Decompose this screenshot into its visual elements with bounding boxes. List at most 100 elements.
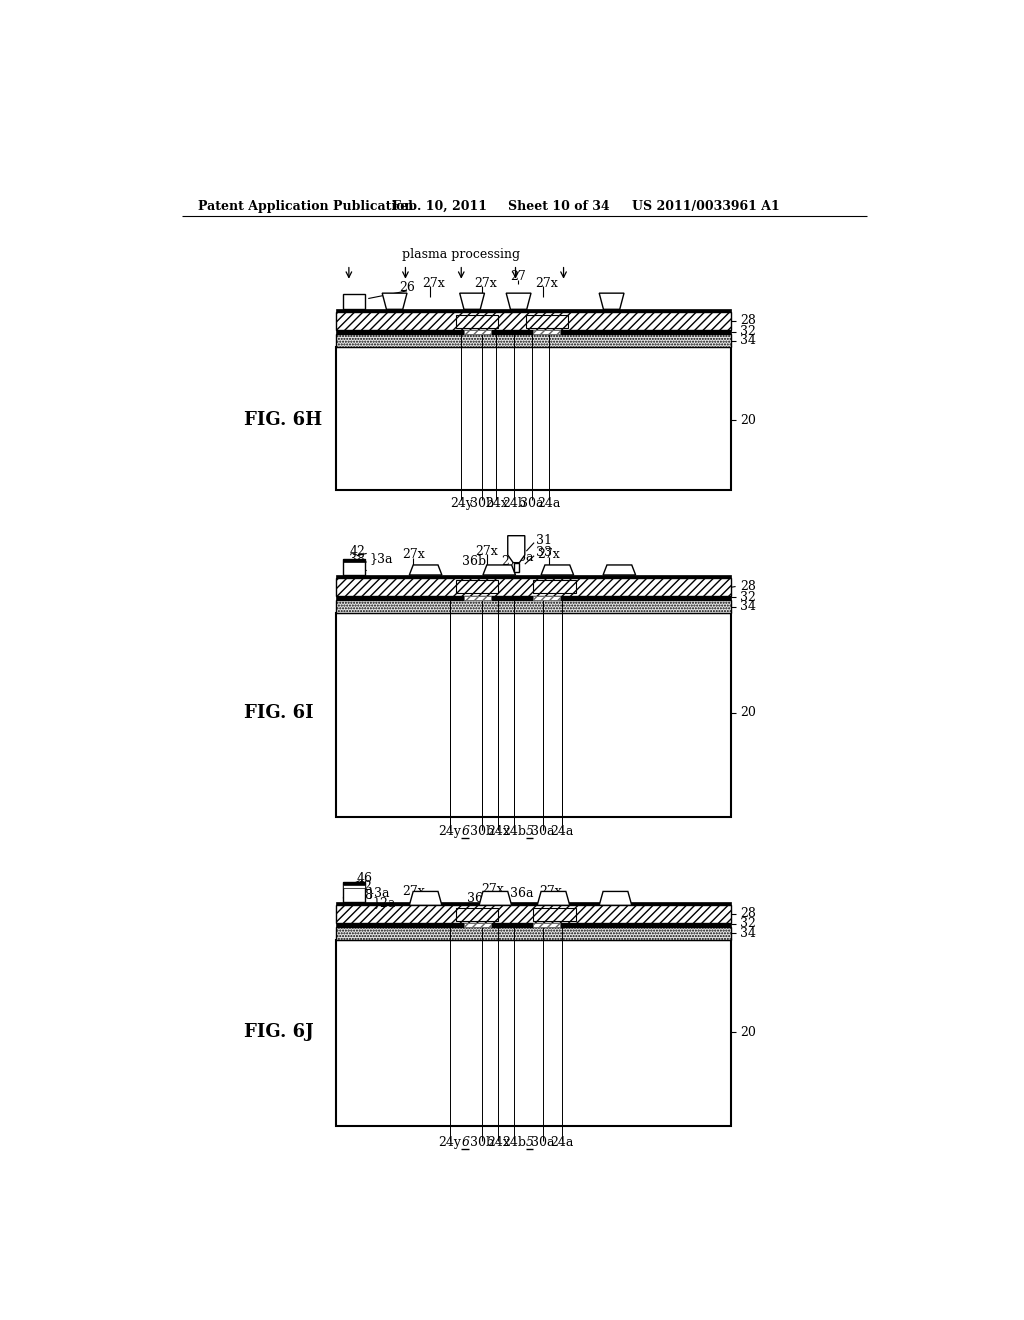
- Text: 38: 38: [349, 553, 366, 566]
- Bar: [336, 923, 731, 927]
- Text: 28: 28: [740, 314, 756, 327]
- Text: 36b: 36b: [462, 556, 485, 569]
- Bar: [336, 330, 731, 334]
- Text: 27: 27: [502, 556, 517, 569]
- Bar: [336, 578, 731, 595]
- Text: }3a: }3a: [367, 886, 390, 899]
- Text: 24a: 24a: [550, 1137, 573, 1148]
- Text: 42: 42: [349, 545, 366, 557]
- Bar: [336, 612, 731, 817]
- Text: 5: 5: [525, 825, 534, 838]
- Text: 27x: 27x: [535, 277, 558, 289]
- Bar: [456, 581, 499, 594]
- Bar: [464, 923, 490, 927]
- Polygon shape: [508, 536, 524, 562]
- Bar: [336, 906, 731, 923]
- Text: 30b: 30b: [470, 825, 495, 838]
- Polygon shape: [410, 891, 442, 906]
- Text: 46: 46: [356, 871, 373, 884]
- Text: 24y: 24y: [450, 496, 473, 510]
- Text: 27x: 27x: [475, 545, 499, 557]
- Text: 6: 6: [461, 1137, 469, 1148]
- Text: FIG. 6H: FIG. 6H: [245, 412, 323, 429]
- Text: 24x: 24x: [484, 496, 508, 510]
- Bar: [336, 313, 731, 330]
- Text: 32: 32: [740, 917, 756, 931]
- Text: 30a: 30a: [530, 1137, 554, 1148]
- Text: 34: 34: [740, 601, 757, 612]
- Bar: [534, 923, 560, 927]
- Text: 27x: 27x: [481, 883, 504, 896]
- Text: 42: 42: [356, 880, 373, 894]
- Text: 31: 31: [537, 533, 552, 546]
- Text: 27x: 27x: [423, 277, 445, 289]
- Text: 32: 32: [740, 591, 756, 603]
- Bar: [534, 581, 575, 594]
- Text: 27x: 27x: [538, 548, 560, 561]
- Text: 20: 20: [740, 1026, 756, 1039]
- Bar: [336, 940, 731, 1126]
- Text: 27x: 27x: [539, 884, 562, 898]
- Text: 24y: 24y: [438, 825, 461, 838]
- Bar: [464, 595, 490, 599]
- Polygon shape: [479, 891, 512, 906]
- Bar: [343, 294, 366, 309]
- Text: 38: 38: [356, 888, 373, 902]
- Text: 32: 32: [740, 325, 756, 338]
- Bar: [343, 886, 366, 888]
- Text: 5: 5: [525, 1137, 534, 1148]
- Text: }3a: }3a: [370, 552, 393, 565]
- Text: 36b: 36b: [467, 892, 492, 906]
- Text: 26: 26: [341, 896, 356, 909]
- Text: 26: 26: [399, 281, 415, 294]
- Bar: [336, 347, 731, 490]
- Text: 30b: 30b: [470, 1137, 495, 1148]
- Text: 24x: 24x: [487, 1137, 510, 1148]
- Bar: [336, 595, 731, 599]
- Text: 33: 33: [537, 546, 552, 560]
- Polygon shape: [506, 293, 531, 309]
- Text: 36a: 36a: [510, 550, 534, 564]
- Bar: [343, 558, 366, 562]
- Bar: [343, 882, 366, 903]
- Text: 34: 34: [740, 334, 757, 347]
- Polygon shape: [483, 565, 515, 576]
- Polygon shape: [460, 293, 484, 309]
- Bar: [464, 330, 490, 334]
- Text: Feb. 10, 2011: Feb. 10, 2011: [391, 199, 486, 213]
- Bar: [336, 576, 731, 578]
- Text: Sheet 10 of 34: Sheet 10 of 34: [508, 199, 609, 213]
- Polygon shape: [599, 891, 632, 906]
- Bar: [514, 562, 518, 572]
- Text: 30b: 30b: [470, 496, 495, 510]
- Text: 27x: 27x: [401, 548, 425, 561]
- Text: 24a: 24a: [550, 825, 573, 838]
- Bar: [456, 314, 499, 327]
- Text: 24b: 24b: [502, 1137, 526, 1148]
- Polygon shape: [382, 293, 407, 309]
- Bar: [456, 908, 499, 921]
- Text: 20: 20: [740, 706, 756, 719]
- Text: Patent Application Publication: Patent Application Publication: [198, 199, 414, 213]
- Bar: [534, 595, 560, 599]
- Bar: [534, 908, 575, 921]
- Text: 24a: 24a: [538, 496, 560, 510]
- Text: 26: 26: [349, 561, 366, 574]
- Text: 36a: 36a: [510, 887, 534, 900]
- Polygon shape: [541, 565, 573, 576]
- Text: 30a: 30a: [530, 825, 554, 838]
- Text: 20: 20: [740, 413, 756, 426]
- Text: FIG. 6J: FIG. 6J: [245, 1023, 314, 1041]
- Text: 28: 28: [740, 579, 756, 593]
- Text: 30a: 30a: [520, 496, 544, 510]
- Polygon shape: [603, 565, 636, 576]
- Text: US 2011/0033961 A1: US 2011/0033961 A1: [632, 199, 779, 213]
- Polygon shape: [538, 891, 569, 906]
- Text: 28: 28: [740, 907, 756, 920]
- Bar: [336, 334, 731, 347]
- Bar: [343, 558, 366, 576]
- Bar: [343, 882, 366, 886]
- Text: 27x: 27x: [474, 277, 498, 289]
- Text: 24x: 24x: [487, 825, 510, 838]
- Text: }2a: }2a: [372, 896, 395, 909]
